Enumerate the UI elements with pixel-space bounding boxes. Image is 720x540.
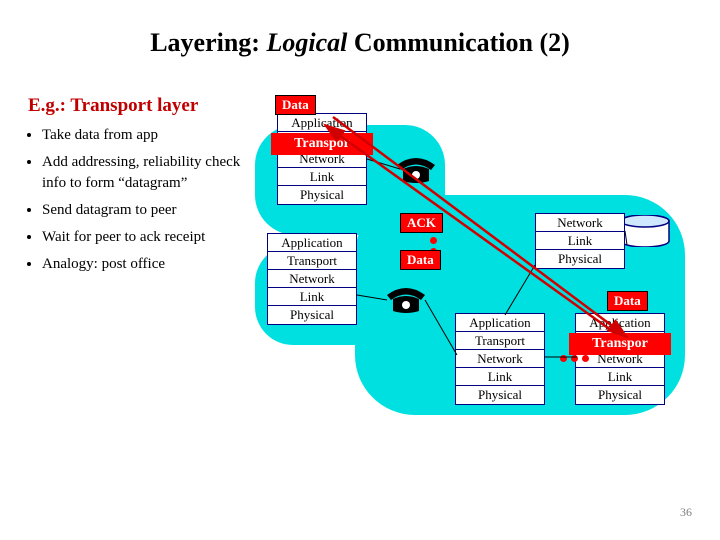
label-data_mid: Data [400,250,441,270]
layer-row: Application [278,114,366,132]
layer-row: Link [576,368,664,386]
bullet-item: Send datagram to peer [42,200,252,221]
example-subtitle: E.g.: Transport layer [28,95,198,117]
bullet-item: Add addressing, reliability check info t… [42,152,252,194]
bullet-item: Take data from app [42,125,252,146]
protocol-stack-topSender: ApplicationTransportNetworkLinkPhysical [277,113,367,205]
title-post: Communication (2) [347,28,569,57]
slide-title: Layering: Logical Communication (2) [0,0,720,58]
diagram-area: ApplicationTransportNetworkLinkPhysicalT… [255,95,700,465]
layer-row: Link [536,232,624,250]
bullet-item: Wait for peer to ack receipt [42,227,252,248]
layer-row: Transport [456,332,544,350]
layer-row: Physical [278,186,366,204]
page-number: 36 [680,505,692,520]
layer-row: Link [278,168,366,186]
layer-row: Link [456,368,544,386]
phone-icon [395,155,437,185]
ellipsis-dots [560,355,589,362]
protocol-stack-midHost: ApplicationTransportNetworkLinkPhysical [455,313,545,405]
layer-row: Application [576,314,664,332]
bullet-item: Analogy: post office [42,254,252,275]
layer-row: Physical [456,386,544,404]
title-italic: Logical [266,28,347,57]
layer-row: Network [268,270,356,288]
layer-row: Physical [268,306,356,324]
layer-row: Physical [536,250,624,268]
transport-highlight: Transpor [569,333,671,355]
label-data_top: Data [275,95,316,115]
label-ack: ACK [400,213,443,233]
protocol-stack-leftHost: ApplicationTransportNetworkLinkPhysical [267,233,357,325]
layer-row: Application [268,234,356,252]
layer-row: Application [456,314,544,332]
router-cylinder [620,215,670,247]
layer-row: Network [456,350,544,368]
protocol-stack-router: NetworkLinkPhysical [535,213,625,269]
bullet-list: Take data from app Add addressing, reliab… [42,125,252,281]
title-pre: Layering: [150,28,266,57]
layer-row: Physical [576,386,664,404]
label-data_right: Data [607,291,648,311]
transport-highlight: Transpor [271,133,373,155]
layer-row: Link [268,288,356,306]
phone-icon [385,285,427,315]
layer-row: Transport [268,252,356,270]
layer-row: Network [536,214,624,232]
